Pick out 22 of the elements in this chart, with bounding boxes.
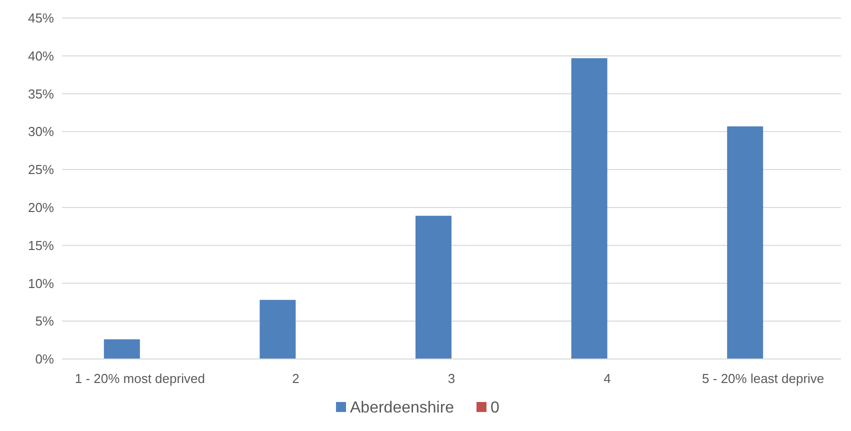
bar: [571, 58, 608, 359]
bar: [727, 126, 764, 359]
x-tick-label: 5 - 20% least deprive: [702, 371, 824, 386]
y-tick-label: 0%: [35, 352, 54, 367]
y-tick-label: 45%: [28, 10, 54, 26]
bar: [416, 216, 452, 359]
bar: [260, 300, 296, 359]
legend-label: Aberdeenshire: [350, 400, 454, 417]
y-tick-label: 5%: [35, 314, 54, 329]
y-tick-label: 25%: [28, 162, 54, 178]
x-tick-label: 4: [604, 371, 611, 386]
bar: [104, 339, 140, 359]
x-tick-label: 3: [448, 371, 456, 386]
y-tick-label: 15%: [28, 238, 54, 253]
y-tick-label: 40%: [28, 48, 54, 64]
y-tick-label: 30%: [28, 124, 54, 140]
x-tick-label: 1 - 20% most deprived: [74, 371, 205, 386]
y-tick-label: 35%: [28, 86, 54, 102]
y-tick-label: 10%: [28, 276, 54, 291]
y-tick-label: 20%: [28, 200, 54, 215]
legend-label: 0: [490, 400, 500, 417]
x-tick-label: 2: [292, 371, 300, 386]
